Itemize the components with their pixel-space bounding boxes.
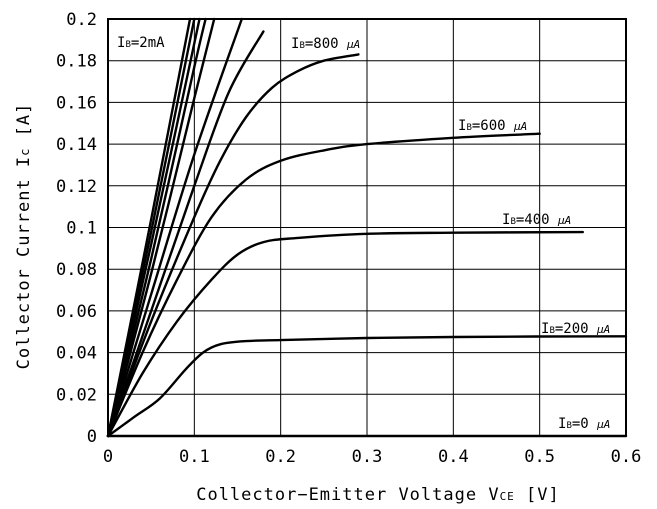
x-tick-label: 0.5 — [524, 447, 555, 467]
y-tick-label: 0.14 — [56, 135, 97, 155]
series-line — [106, 30, 265, 438]
curves — [106, 17, 628, 438]
series-line — [106, 17, 192, 438]
y-tick-label: 0 — [87, 427, 97, 447]
curve-label: IB=2mA — [117, 35, 165, 51]
curve-labels: IB=0 μA IB=200 μA IB=400 μA IB=600 μA IB=800… — [117, 35, 610, 432]
x-tick-label: 0.4 — [438, 447, 469, 467]
y-tick-label: 0.16 — [56, 93, 97, 113]
plot-frame — [107, 18, 627, 437]
x-tick-label: 0.1 — [179, 447, 210, 467]
y-tick-label: 0.2 — [66, 10, 97, 30]
series-line — [106, 53, 360, 438]
y-axis-title: Collector Current Ic [A] — [14, 103, 34, 370]
series-line — [106, 17, 243, 438]
series-line — [106, 335, 628, 438]
y-tick-label: 0.18 — [56, 52, 97, 72]
x-tick-label: 0.2 — [265, 447, 296, 467]
y-tick-label: 0.08 — [56, 260, 97, 280]
x-tick-label: 0.3 — [352, 447, 383, 467]
y-tick-label: 0.12 — [56, 177, 97, 197]
x-tick-labels: 0 0.1 0.2 0.3 0.4 0.5 0.6 — [103, 447, 641, 467]
curve-label: IB=0 μA — [558, 416, 610, 432]
curve-label: IB=400 μA — [502, 212, 571, 228]
x-tick-label: 0.6 — [611, 447, 642, 467]
y-tick-label: 0.02 — [56, 385, 97, 405]
series-line — [106, 132, 541, 438]
y-tick-label: 0.04 — [56, 344, 97, 364]
x-tick-label: 0 — [103, 447, 113, 467]
curve-label: IB=800 μA — [291, 36, 360, 52]
curve-label: IB=600 μA — [458, 118, 527, 134]
series-line — [106, 17, 207, 438]
x-axis-title: Collector−Emitter Voltage VCE [V] — [196, 485, 560, 505]
series-line — [106, 230, 584, 438]
curve-label: IB=200 μA — [541, 321, 610, 337]
series-line — [106, 17, 216, 438]
y-tick-label: 0.06 — [56, 302, 97, 322]
y-tick-label: 0.1 — [66, 219, 97, 239]
y-tick-labels: 0 0.02 0.04 0.06 0.08 0.1 0.12 0.14 0.16 0.18 0.2 — [56, 10, 97, 447]
